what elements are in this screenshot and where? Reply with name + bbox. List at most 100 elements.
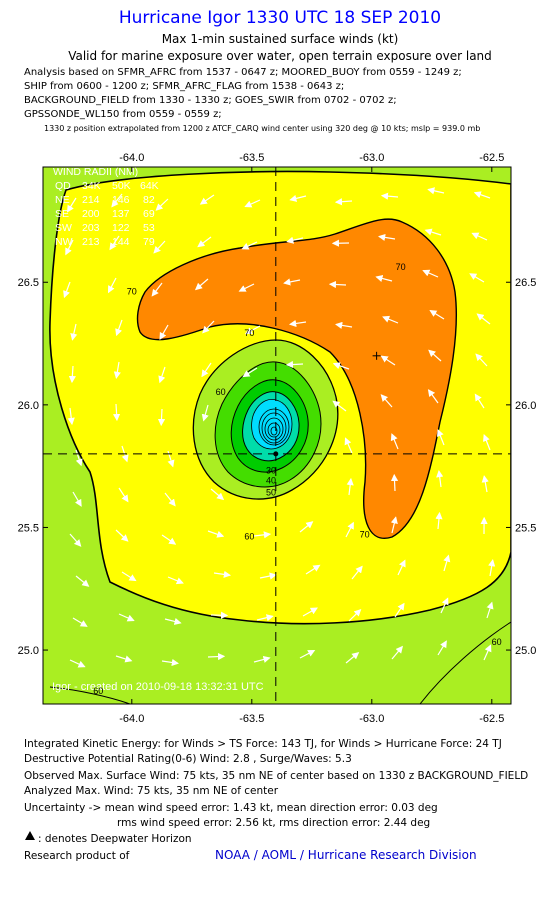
research-label: Research product of — [24, 850, 130, 862]
wind-vector-arrow — [345, 521, 354, 538]
chart-subtitle: Max 1-min sustained surface winds (kt) — [161, 32, 399, 46]
wind-vector-arrow — [113, 403, 121, 422]
uncertainty-rms-line: rms wind speed error: 2.56 kt, rms direc… — [117, 817, 431, 829]
wind-vector-arrow — [473, 191, 491, 199]
wind-vector-arrow — [424, 228, 442, 236]
wind-vector-arrow — [348, 609, 362, 622]
wind-vector-arrow — [332, 362, 350, 370]
wind-vector-arrow — [259, 572, 277, 580]
wind-vector-arrow — [241, 241, 258, 250]
wind-vector-arrow — [164, 617, 182, 625]
wind-vector-arrow — [253, 655, 271, 663]
wind-vector-arrow — [380, 355, 396, 366]
wind-vector-arrow — [161, 534, 177, 545]
contour-label: 60 — [244, 532, 254, 542]
contour-label: 40 — [266, 475, 276, 485]
deepwater-legend: : denotes Deepwater Horizon — [38, 833, 192, 845]
contour-60-southwest-edge — [49, 686, 131, 704]
wind-vector-arrow — [390, 473, 399, 492]
max-wind-marker — [273, 351, 381, 457]
wind-vector-arrow — [244, 199, 261, 208]
wind-vector-arrow — [115, 319, 123, 337]
wind-vector-arrow — [199, 194, 215, 205]
contour-label: 70 — [396, 262, 406, 272]
axes: -64.0 -64.0 -63.5 -63.5 -63.0 -63.0 -62.5 -62.5… — [18, 152, 537, 722]
wind-vector-arrow — [437, 640, 447, 656]
wind-vector-arrow — [302, 607, 318, 617]
wind-radii-table: WIND RADII (NM) QD 34K 50K 64K NE 214 14… — [53, 167, 159, 248]
wind-radii-cell: SW — [55, 222, 72, 234]
wind-vector-arrow — [422, 269, 439, 278]
wind-vector-arrow — [161, 658, 180, 667]
contour-label: 70 — [244, 328, 254, 338]
wind-vector-arrow — [107, 277, 117, 294]
wind-vector-arrow — [72, 617, 88, 627]
wind-vector-arrow — [65, 239, 74, 256]
wind-radii-cell: 214 — [82, 194, 100, 206]
created-credit: Igor - created on 2010-09-18 13:32:31 UT… — [52, 681, 264, 693]
x-tick-label-bottom: -62.5 — [479, 713, 504, 722]
wind-vector-arrow — [66, 197, 77, 213]
wind-vector-arrow — [443, 554, 451, 572]
wind-vector-arrow — [121, 571, 137, 582]
wind-vector-arrow — [115, 529, 129, 542]
wind-vector-arrow — [115, 655, 133, 663]
wind-vector-arrow — [481, 475, 489, 493]
wind-vector-arrow — [242, 367, 258, 378]
x-tick-label-bottom: -63.5 — [239, 713, 264, 722]
analysis-line: GPSSONDE_WL150 from 0559 - 0559 z; — [24, 109, 222, 120]
wind-vector-arrow — [283, 278, 301, 286]
wind-vector-arrow — [286, 236, 304, 244]
wind-vector-arrow — [288, 319, 307, 328]
wind-radii-cell: 79 — [143, 236, 155, 248]
wind-radii-col: 34K — [82, 180, 101, 192]
y-tick-label-right: 26.5 — [515, 277, 536, 289]
wind-vector-arrow — [113, 361, 121, 379]
wind-vector-arrow — [440, 597, 449, 614]
wind-radii-cell: 69 — [143, 208, 155, 220]
wind-vector-arrow — [70, 323, 78, 341]
x-tick-label-top: -62.5 — [479, 152, 504, 164]
wind-radii-cell: 53 — [143, 222, 155, 234]
wind-vector-arrow — [345, 652, 360, 664]
wind-vector-arrow — [474, 393, 485, 409]
wind-vector-arrow — [67, 407, 75, 426]
ike-line: Integrated Kinetic Energy: for Winds > T… — [24, 738, 502, 750]
wind-vector-arrow — [210, 488, 225, 501]
wind-radii-col: 64K — [140, 180, 159, 192]
contour-label: 30 — [266, 466, 276, 476]
wind-vector-arrow — [429, 309, 445, 320]
wind-vector-arrow — [194, 278, 209, 291]
wind-vector-arrow — [328, 280, 347, 289]
wind-vector-arrow — [238, 283, 255, 292]
wind-radii-col: QD — [55, 180, 71, 192]
organization-link[interactable]: NOAA / AOML / Hurricane Research Divisio… — [215, 848, 477, 862]
wind-vector-arrow — [157, 408, 166, 427]
wind-vector-arrow — [391, 645, 404, 660]
wind-vector-arrow — [335, 321, 353, 329]
wind-radii-cell: 82 — [143, 194, 155, 206]
wind-vector-arrow — [202, 320, 215, 334]
y-tick-label-left: 26.0 — [18, 400, 39, 412]
wind-vector-arrow — [75, 575, 90, 587]
x-tick-label-top: -64.0 — [119, 152, 144, 164]
uncertainty-line: Uncertainty -> mean wind speed error: 1.… — [24, 802, 438, 814]
wind-radii-cell: NE — [55, 194, 70, 206]
wind-radii-cell: 122 — [112, 222, 130, 234]
wind-radii-cell: 200 — [82, 208, 100, 220]
observed-max-line: Observed Max. Surface Wind: 75 kts, 35 n… — [24, 770, 529, 782]
wind-vector-arrow — [118, 613, 135, 622]
wind-vector-arrow — [486, 601, 494, 619]
wind-vectors — [63, 187, 496, 668]
wind-vector-arrow — [197, 236, 212, 248]
wind-vector-arrow — [69, 659, 86, 668]
deepwater-horizon-icon — [25, 831, 35, 840]
x-tick-label-bottom: -64.0 — [119, 713, 144, 722]
wind-radii-cell: NW — [55, 236, 73, 248]
wind-vector-arrow — [253, 531, 272, 539]
dpr-line: Destructive Potential Rating(0-6) Wind: … — [24, 753, 352, 765]
wind-vector-arrow — [256, 614, 274, 622]
page-title: Hurricane Igor 1330 UTC 18 SEP 2010 — [118, 8, 442, 28]
wind-vector-arrow — [390, 516, 398, 534]
